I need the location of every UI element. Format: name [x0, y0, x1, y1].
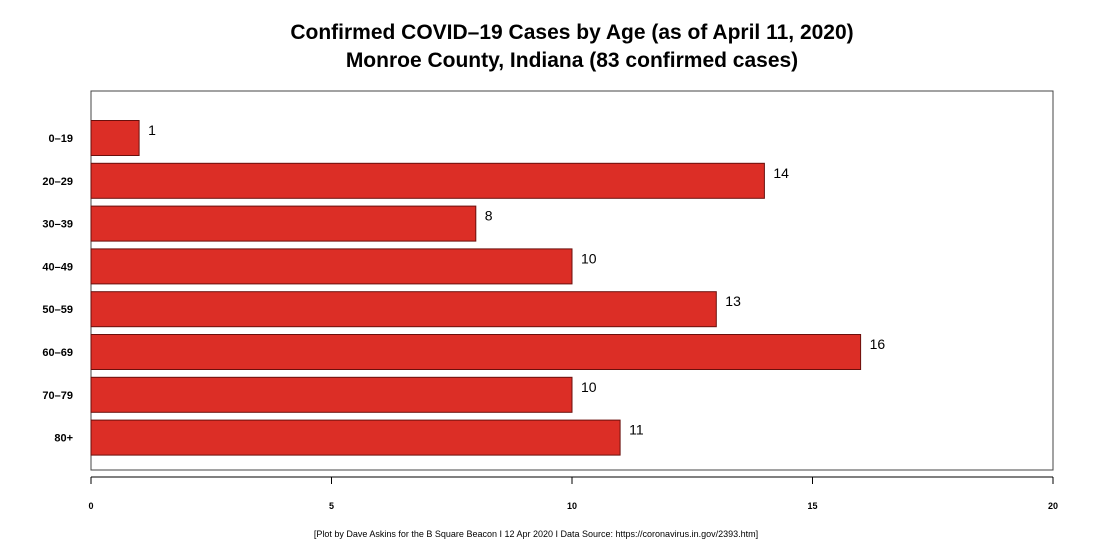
data-label: 14	[773, 165, 789, 181]
chart-title: Confirmed COVID–19 Cases by Age (as of A…	[290, 21, 853, 44]
bar-80+	[90, 419, 621, 456]
x-axis: 0 5 10 15 20	[88, 476, 1058, 511]
data-label: 10	[581, 379, 597, 395]
x-tick-label: 5	[329, 501, 334, 511]
x-tick-label: 10	[567, 501, 577, 511]
data-label: 1	[148, 122, 156, 138]
y-tick-label: 70–79	[42, 390, 73, 402]
source-caption: [Plot by Dave Askins for the B Square Be…	[314, 529, 758, 539]
y-tick-labels: 0–19 20–29 30–39 40–49 50–59 60–69 70–79 80+	[42, 133, 73, 445]
bar-50–59	[90, 291, 717, 328]
y-tick-label: 0–19	[49, 133, 73, 145]
data-label: 8	[485, 208, 493, 224]
data-label: 13	[725, 293, 741, 309]
data-label: 10	[581, 250, 597, 266]
data-label: 11	[629, 422, 644, 438]
bar-30–39	[90, 205, 477, 242]
x-tick-label: 20	[1048, 501, 1058, 511]
bar-40–49	[90, 248, 573, 285]
bar-70–79	[90, 376, 573, 413]
y-tick-label: 50–59	[42, 304, 73, 316]
bar-60–69	[90, 334, 862, 370]
y-tick-label: 40–49	[42, 261, 73, 273]
bar-20–29	[90, 162, 765, 199]
y-tick-label: 30–39	[42, 219, 73, 231]
data-label: 16	[870, 336, 886, 352]
y-tick-label: 80+	[54, 433, 73, 445]
y-tick-label: 60–69	[42, 347, 73, 359]
chart-subtitle: Monroe County, Indiana (83 confirmed cas…	[346, 49, 798, 72]
bars-layer	[90, 120, 862, 456]
bar-0–19	[90, 120, 140, 156]
y-tick-label: 20–29	[42, 176, 73, 188]
data-labels: 1 14 8 10 13 16 10 11	[148, 122, 885, 438]
x-tick-label: 15	[807, 501, 817, 511]
x-tick-label: 0	[88, 501, 93, 511]
